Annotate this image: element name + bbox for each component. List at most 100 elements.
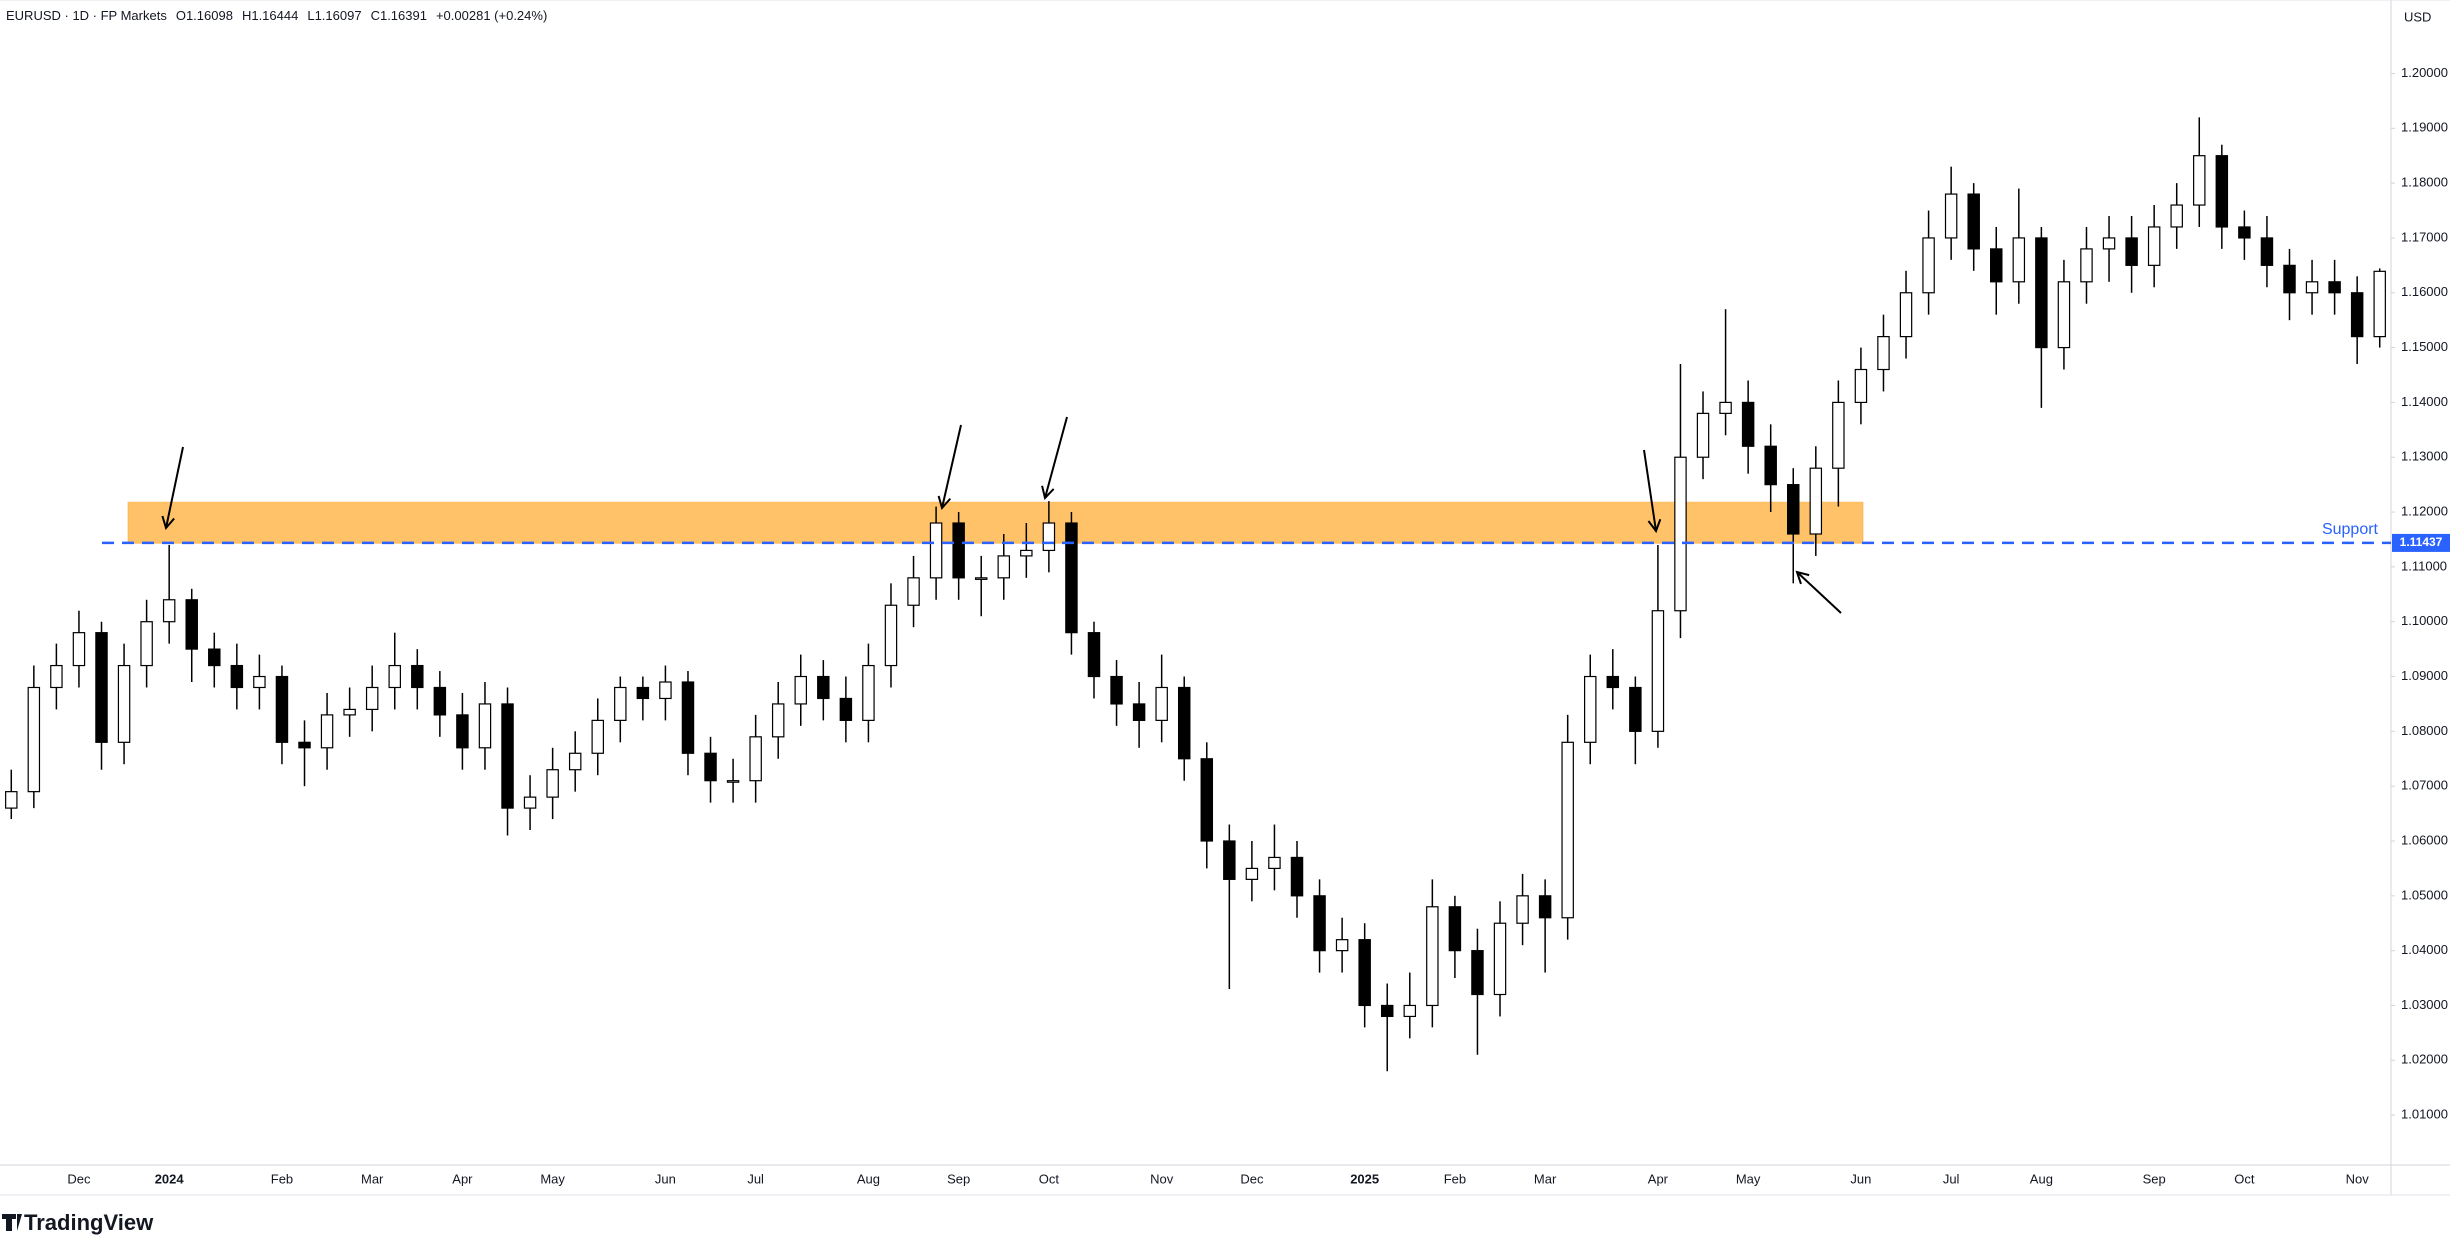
candle-body [95, 632, 108, 743]
x-tick-label: Jun [1850, 1171, 1871, 1186]
y-tick-label: 1.10000 [2401, 613, 2448, 628]
x-tick-label: Mar [361, 1171, 384, 1186]
candle-body [1832, 401, 1845, 469]
candle-body [1200, 758, 1214, 842]
candle-body [884, 604, 898, 667]
candle-body [659, 681, 672, 700]
y-tick-label: 1.19000 [2401, 120, 2448, 135]
y-tick-label: 1.20000 [2401, 65, 2448, 80]
header-item: EURUSD · 1D · FP Markets [6, 8, 167, 23]
x-tick-label: May [1736, 1171, 1761, 1186]
candle-body [1313, 895, 1326, 952]
x-tick-label: Oct [2234, 1171, 2255, 1186]
header-item: L1.16097 [307, 8, 362, 23]
candle-body [1719, 401, 1732, 414]
candle-body [140, 621, 153, 667]
x-tick-label: Apr [452, 1171, 473, 1186]
candle-body [1493, 922, 1507, 996]
candle-body [27, 686, 41, 793]
candle-body [1155, 686, 1168, 721]
x-tick-label: Jun [655, 1171, 676, 1186]
candle-body [1471, 950, 1484, 996]
x-tick-label: Feb [271, 1171, 293, 1186]
x-tick-label: Apr [1648, 1171, 1669, 1186]
candle-body [1584, 675, 1597, 743]
candle-body [1967, 193, 1980, 250]
arrow [1643, 449, 1656, 531]
y-tick-label: 1.04000 [2401, 942, 2448, 957]
candle-body [365, 686, 379, 711]
candle-body [2102, 237, 2116, 250]
candle-body [1990, 248, 2003, 283]
candle-body [1020, 549, 1033, 557]
x-tick-label: Nov [2346, 1171, 2370, 1186]
candle-body [2012, 237, 2026, 283]
candle-body [1335, 939, 1349, 952]
candle-body [388, 664, 401, 689]
candle-body [2305, 281, 2319, 294]
candle-body [298, 741, 311, 749]
candle-body [1290, 856, 1304, 897]
candle-body [2373, 270, 2386, 338]
candle-body [1854, 368, 1868, 404]
x-tick-label: Sep [2143, 1171, 2166, 1186]
candle-body [1741, 401, 1755, 447]
x-tick-label: Feb [1444, 1171, 1466, 1186]
y-tick-label: 1.03000 [2401, 997, 2448, 1012]
arrow [166, 446, 184, 528]
candle-body [704, 752, 717, 782]
candle-body [320, 714, 334, 749]
y-tick-label: 1.05000 [2401, 887, 2448, 902]
x-tick-label: Jul [1943, 1171, 1960, 1186]
x-tick-label: Oct [1039, 1171, 1060, 1186]
candle-body [2283, 264, 2296, 294]
candle-body [929, 522, 943, 579]
candle-body [1403, 1004, 1417, 1018]
candle-body [1380, 1004, 1394, 1018]
candle-body [1944, 193, 1958, 239]
candle-body [2057, 281, 2071, 349]
candle-body [2328, 281, 2341, 294]
candle-body [275, 675, 289, 743]
x-tick-label: 2025 [1350, 1171, 1379, 1186]
candle-body [2125, 237, 2138, 266]
x-tick-label: Jul [747, 1171, 764, 1186]
candle-body [2080, 248, 2093, 283]
candle-body [1223, 840, 1236, 880]
candle-body [1764, 445, 1777, 486]
annotation-arrows [166, 416, 1842, 614]
support-price-box [2392, 533, 2450, 552]
header-item: O1.16098 [175, 8, 233, 23]
candle-body [456, 714, 469, 749]
brand: TradingView [24, 1210, 154, 1235]
y-tick-label: 1.11000 [2401, 558, 2447, 573]
y-tick-label: 1.16000 [2401, 284, 2448, 299]
candle-body [614, 686, 627, 721]
candle-body [1448, 906, 1462, 952]
candle-body [2238, 226, 2251, 239]
candle-body [1561, 741, 1574, 919]
x-tick-label: 2024 [155, 1171, 185, 1186]
candle-body [1629, 686, 1642, 732]
candle-body [1426, 906, 1439, 1007]
candle-body [1899, 292, 1913, 338]
y-tick-label: 1.17000 [2401, 229, 2448, 244]
candle-body [997, 555, 1011, 579]
y-tick-label: 1.13000 [2401, 449, 2448, 464]
y-tick-label: 1.01000 [2401, 1107, 2448, 1122]
x-tick-label: Dec [67, 1171, 91, 1186]
x-tick-label: Dec [1240, 1171, 1264, 1186]
candle-body [501, 703, 514, 809]
candle-body [1110, 675, 1123, 705]
support-name: Support [2322, 521, 2379, 538]
candle-body [862, 664, 875, 721]
candle-body [230, 664, 244, 689]
candle-body [1268, 856, 1281, 870]
arrow [1045, 416, 1068, 498]
candle-body [839, 697, 853, 721]
arrow [942, 424, 962, 508]
candle-body [1651, 610, 1665, 732]
candle-body [72, 632, 86, 667]
x-tick-label: Sep [947, 1171, 970, 1186]
candle-body [1787, 484, 1800, 535]
